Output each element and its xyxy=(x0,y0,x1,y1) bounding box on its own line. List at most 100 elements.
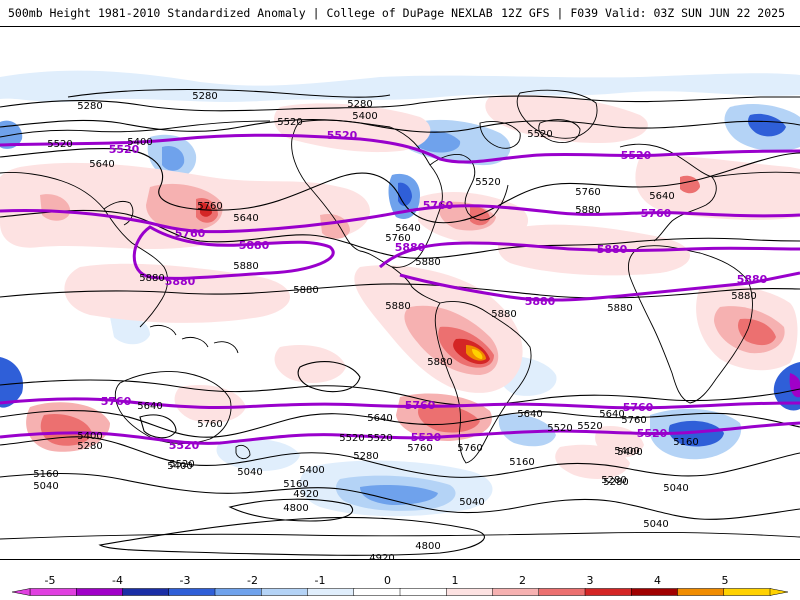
contour-label: 5400 xyxy=(614,446,639,457)
anomaly-map: 5280 5280 5280 5400 5400 5520 5520 5520 … xyxy=(0,26,800,560)
key-contour-label: 5760 xyxy=(423,199,454,212)
map-title: 500mb Height 1981-2010 Standardized Anom… xyxy=(8,6,493,20)
contour-label: 5160 xyxy=(509,457,534,468)
contour-label: 5880 xyxy=(731,291,756,302)
contour-label: 5640 xyxy=(137,401,162,412)
contour-label: 5520 xyxy=(527,129,552,140)
contour-label: 5760 xyxy=(407,443,432,454)
colorbar-segment xyxy=(399,588,447,596)
colorbar-tick-labels: -5 -4 -3 -2 -1 0 1 2 3 4 5 xyxy=(45,574,729,587)
contour-label: 5160 xyxy=(673,437,698,448)
contour-label: 5880 xyxy=(415,257,440,268)
contour-label: 5040 xyxy=(237,467,262,478)
contour-label: 5760 xyxy=(457,443,482,454)
colorbar-tick-label: -5 xyxy=(45,574,56,587)
contour-label: 5280 xyxy=(77,101,102,112)
contour-label: 5400 xyxy=(617,447,642,458)
contour-label: 5040 xyxy=(643,519,668,530)
contour-label: 5640 xyxy=(649,191,674,202)
key-contour-label: 5880 xyxy=(395,241,426,254)
contour-label: 5760 xyxy=(385,233,410,244)
key-contour-label: 5760 xyxy=(623,401,654,414)
coastlines xyxy=(0,89,800,540)
contour-label: 5520 xyxy=(339,433,364,444)
contour-label: 5280 xyxy=(347,99,372,110)
contour-label: 5880 xyxy=(139,273,164,284)
contour-label: 5520 xyxy=(47,139,72,150)
key-contour-label: 5880 xyxy=(597,243,628,256)
key-contour-label: 5760 xyxy=(101,395,132,408)
contour-label: 5640 xyxy=(89,159,114,170)
key-contour-label: 5880 xyxy=(737,273,768,286)
contour-label: 5640 xyxy=(517,409,542,420)
contour-label: 5640 xyxy=(233,213,258,224)
contour-label: 4920 xyxy=(369,553,394,560)
colorbar-tick-label: 4 xyxy=(654,574,661,587)
colorbar-segment xyxy=(492,588,540,596)
map-canvas: 5280 5280 5280 5400 5400 5520 5520 5520 … xyxy=(0,27,800,560)
colorbar-segment xyxy=(122,588,170,596)
key-contour-label: 5760 xyxy=(405,399,436,412)
contour-label: 5400 xyxy=(167,461,192,472)
colorbar-segment xyxy=(723,588,771,596)
colorbar-tick-label: 1 xyxy=(452,574,459,587)
colorbar-legend: -5 -4 -3 -2 -1 0 1 2 3 4 5 xyxy=(11,574,789,596)
contour-label: 5400 xyxy=(77,431,102,442)
colorbar-segment xyxy=(631,588,679,596)
model-run-info: 12Z GFS | F039 Valid: 03Z SUN JUN 22 202… xyxy=(501,6,785,20)
colorbar-tick-label: -4 xyxy=(112,574,123,587)
colorbar-tick-label: -1 xyxy=(315,574,326,587)
colorbar-segment xyxy=(353,588,401,596)
contour-label: 5520 xyxy=(169,459,194,470)
contour-label: 5760 xyxy=(197,201,222,212)
contour-label: 5040 xyxy=(663,483,688,494)
key-contour-labels: 5520 5520 5520 5760 5760 5760 5880 5880 … xyxy=(101,129,768,452)
contour-label: 4920 xyxy=(293,489,318,500)
contour-label: 5640 xyxy=(367,413,392,424)
contour-label: 5520 xyxy=(475,177,500,188)
contour-label: 5400 xyxy=(127,137,152,148)
colorbar-segment xyxy=(307,588,355,596)
contour-label: 5520 xyxy=(367,433,392,444)
colorbar-tick-label: 5 xyxy=(722,574,729,587)
contour-label: 5880 xyxy=(575,205,600,216)
contour-label: 5280 xyxy=(603,477,628,488)
key-contour-label: 5880 xyxy=(525,295,556,308)
key-height-contours xyxy=(0,133,800,445)
contour-label: 5160 xyxy=(33,469,58,480)
contour-label: 5160 xyxy=(283,479,308,490)
colorbar-max-arrow xyxy=(769,588,789,596)
contour-label: 5520 xyxy=(547,423,572,434)
contour-label: 4800 xyxy=(415,541,440,552)
contour-label: 5280 xyxy=(192,91,217,102)
contour-label: 5640 xyxy=(599,409,624,420)
contour-label: 5760 xyxy=(575,187,600,198)
contour-label: 5640 xyxy=(395,223,420,234)
colorbar-segments xyxy=(11,588,789,596)
colorbar-segment xyxy=(76,588,124,596)
key-contour-label: 5760 xyxy=(175,227,206,240)
key-contour-label: 5760 xyxy=(641,207,672,220)
contour-label: 5280 xyxy=(77,441,102,452)
contour-label: 5280 xyxy=(353,451,378,462)
contour-label: 5880 xyxy=(427,357,452,368)
colorbar-segment xyxy=(29,588,77,596)
colorbar-tick-label: 0 xyxy=(384,574,391,587)
key-contour-label: 5520 xyxy=(411,431,442,444)
contour-label: 5760 xyxy=(197,419,222,430)
colorbar-tick-label: 3 xyxy=(587,574,594,587)
colorbar-segment xyxy=(261,588,309,596)
height-contours xyxy=(0,88,800,556)
colorbar-segment xyxy=(214,588,262,596)
contour-label: 5040 xyxy=(459,497,484,508)
key-contour-label: 5880 xyxy=(165,275,196,288)
contour-label: 5880 xyxy=(293,285,318,296)
contour-label: 4800 xyxy=(283,503,308,514)
key-contour-label: 5880 xyxy=(239,239,270,252)
contour-label: 5880 xyxy=(607,303,632,314)
colorbar-min-arrow xyxy=(11,588,31,596)
contour-label: 5400 xyxy=(299,465,324,476)
contour-label: 5760 xyxy=(621,415,646,426)
colorbar-segment xyxy=(538,588,586,596)
contour-labels: 5280 5280 5280 5400 5400 5520 5520 5520 … xyxy=(33,91,756,560)
